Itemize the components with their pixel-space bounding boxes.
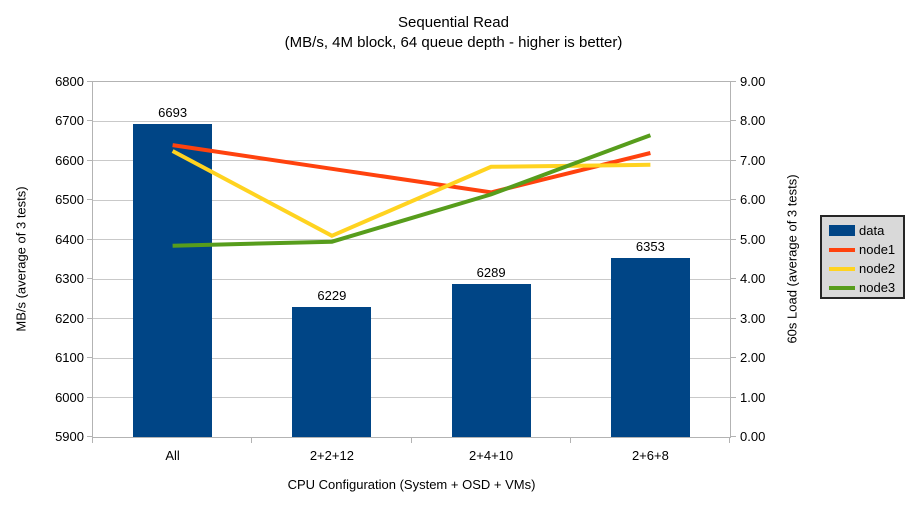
left-axis-tick [87,396,92,398]
right-axis-tick-label: 0.00 [740,429,766,444]
x-axis-tick [251,438,253,443]
left-axis-tick [87,357,92,359]
right-axis-tick-label: 3.00 [740,310,766,326]
x-axis-tick [410,438,412,443]
right-axis-tick-label: 7.00 [740,152,766,168]
x-axis-tick [729,438,730,443]
legend-item-node1: node1 [829,240,903,259]
x-axis-tick [92,438,93,443]
right-axis-tick-label: 4.00 [740,271,766,287]
gridline [93,397,730,399]
right-axis-tick [731,357,736,359]
right-axis-tick [731,317,736,319]
bar-2+6+8 [610,258,690,437]
right-axis-tick [731,120,736,122]
left-axis-tick-label: 6800 [55,74,84,89]
legend-label-data: data [859,223,885,238]
legend-swatch-node1 [829,247,855,252]
gridline [93,160,730,162]
right-axis-tick [731,159,736,161]
legend-item-node2: node2 [829,259,903,278]
left-axis-tick-label: 6000 [55,389,84,405]
legend-item-node3: node3 [829,278,903,297]
plot-area: 6693 6229 6289 6353 [92,81,731,438]
legend-swatch-data [829,225,855,236]
right-axis-title: 60s Load (average of 3 tests) [784,174,800,344]
left-axis-tick [87,120,92,122]
right-axis-tick [731,278,736,280]
chart-title: Sequential Read [398,14,509,31]
left-axis-tick-label: 6300 [55,271,84,287]
legend-label-node1: node1 [859,242,896,257]
x-category-label: 2+4+10 [469,448,514,463]
gridline [93,357,730,359]
x-axis-tick [569,438,571,443]
right-axis-tick-label: 9.00 [740,74,766,89]
right-axis-tick-label: 1.00 [740,389,766,405]
left-axis-tick [87,436,92,437]
left-axis-tick [87,238,92,240]
left-axis-tick-label: 6600 [55,152,84,168]
x-category-label: 2+2+12 [309,448,354,463]
legend-swatch-node2 [829,266,855,271]
bar-value-label: 6693 [158,105,188,121]
right-axis-tick [731,81,736,82]
line-node3 [172,133,652,248]
x-category-label: 2+6+8 [631,448,669,463]
right-axis-tick-label: 5.00 [740,231,766,247]
bar-value-label: 6289 [476,264,506,280]
right-axis-tick-label: 2.00 [740,350,766,366]
left-axis-tick [87,317,92,319]
bar-value-label: 6229 [317,288,347,304]
left-axis-title: MB/s (average of 3 tests) [13,186,29,332]
right-axis-tick-label: 6.00 [740,192,766,208]
right-axis-tick [731,436,736,437]
right-axis-tick [731,199,736,201]
gridline [93,239,730,241]
left-axis-tick [87,159,92,161]
left-axis-tick [87,278,92,280]
legend-swatch-node3 [829,285,855,290]
left-axis-tick-label: 6100 [55,350,84,366]
legend-label-node3: node3 [859,280,896,295]
x-axis-title: CPU Configuration (System + OSD + VMs) [287,477,536,492]
chart-subtitle: (MB/s, 4M block, 64 queue depth - higher… [284,34,623,51]
left-axis-tick [87,199,92,201]
left-axis-tick-label: 6500 [55,192,84,208]
line-series [171,133,652,248]
legend: data node1 node2 node3 [820,215,905,299]
left-axis-tick-label: 6400 [55,231,84,247]
line-node1 [172,143,651,195]
left-axis-tick-label: 6700 [55,113,84,129]
right-axis-tick [731,396,736,398]
legend-item-data: data [829,221,903,240]
bar-value-label: 6353 [635,239,665,255]
legend-label-node2: node2 [859,261,896,276]
right-axis-tick-label: 8.00 [740,113,766,129]
left-axis-tick-label: 5900 [55,429,84,444]
gridline [93,318,730,320]
x-category-label: All [165,448,180,463]
bar-All [133,124,213,437]
bar-2+4+10 [451,283,531,437]
gridline [93,278,730,280]
left-axis-tick-label: 6200 [55,310,84,326]
right-axis-tick [731,238,736,240]
left-axis-tick [87,81,92,82]
gridline [93,120,730,122]
bar-2+2+12 [292,307,372,437]
